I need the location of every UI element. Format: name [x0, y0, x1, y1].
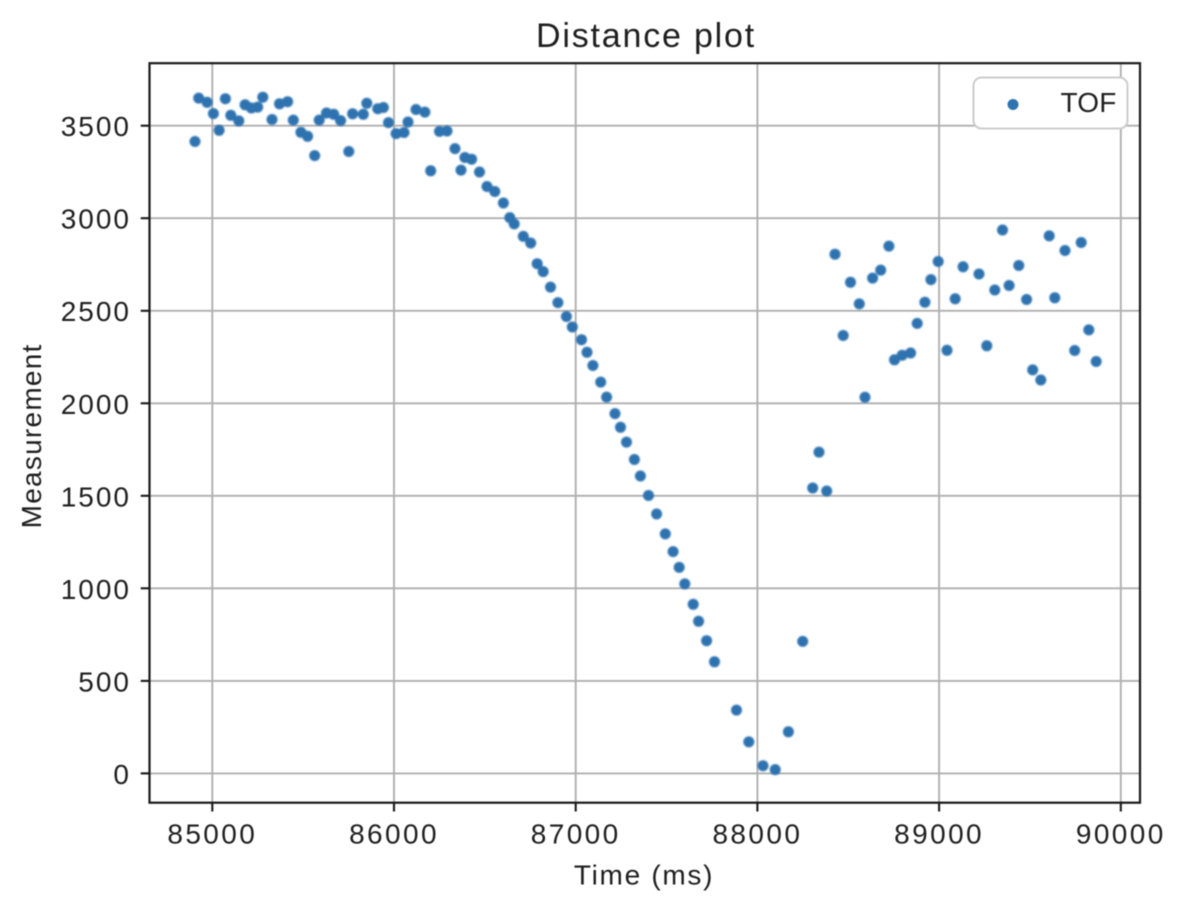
- svg-text:1000: 1000: [61, 574, 131, 605]
- svg-text:TOF: TOF: [1061, 87, 1117, 118]
- svg-text:89000: 89000: [894, 819, 984, 850]
- svg-text:87000: 87000: [531, 819, 621, 850]
- svg-text:2000: 2000: [61, 389, 131, 420]
- svg-text:2500: 2500: [61, 296, 131, 327]
- svg-text:3500: 3500: [61, 111, 131, 142]
- svg-text:86000: 86000: [349, 819, 439, 850]
- svg-text:85000: 85000: [167, 819, 257, 850]
- svg-text:Time (ms): Time (ms): [574, 859, 714, 890]
- svg-text:3000: 3000: [61, 204, 131, 235]
- svg-text:Distance plot: Distance plot: [536, 17, 756, 55]
- svg-text:1500: 1500: [61, 481, 131, 512]
- svg-text:88000: 88000: [712, 819, 802, 850]
- svg-text:0: 0: [113, 759, 131, 790]
- svg-text:90000: 90000: [1076, 819, 1166, 850]
- svg-text:Measurement: Measurement: [16, 343, 47, 528]
- svg-text:500: 500: [78, 666, 131, 697]
